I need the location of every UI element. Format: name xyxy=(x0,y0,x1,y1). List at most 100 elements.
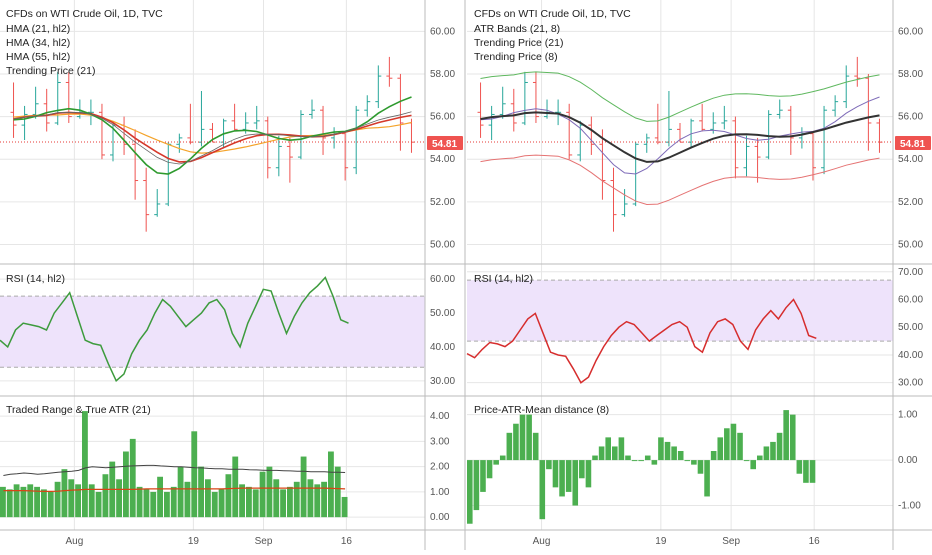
left-sub-tick: 3.00 xyxy=(430,436,450,447)
distance-bar xyxy=(796,460,803,474)
traded-range-bar xyxy=(321,481,327,518)
distance-bar xyxy=(513,423,519,461)
traded-range-bar xyxy=(0,486,6,518)
distance-bar xyxy=(493,460,499,465)
left-rsi-band xyxy=(0,296,425,368)
right-rsi-tick: 60.00 xyxy=(898,295,923,306)
distance-bar xyxy=(737,432,743,461)
right-legend-1: Trending Price (21) xyxy=(474,37,563,49)
distance-bar xyxy=(658,437,664,461)
distance-bar xyxy=(677,451,684,461)
traded-range-bar xyxy=(116,479,122,518)
right-sub-tick: 1.00 xyxy=(898,410,918,421)
right-rsi-line xyxy=(466,298,817,384)
left-x-tick: 19 xyxy=(188,536,200,547)
left-x-tick: Aug xyxy=(65,536,83,547)
left-rsi-tick: 30.00 xyxy=(430,376,455,387)
traded-range-bar xyxy=(102,474,109,518)
distance-bar xyxy=(691,460,697,465)
traded-range-bar xyxy=(41,489,47,518)
left-sub-tick: 0.00 xyxy=(430,512,450,523)
right-rsi-tick: 70.00 xyxy=(898,267,923,278)
right-rsi-tick: 50.00 xyxy=(898,322,923,333)
left-price-tick: 52.00 xyxy=(430,197,455,208)
left-sub-label: Traded Range & True ATR (21) xyxy=(6,404,151,416)
distance-bar xyxy=(710,451,717,461)
distance-bar xyxy=(684,460,691,462)
right-sub-tick: -1.00 xyxy=(898,501,921,512)
right-sub-label: Price-ATR-Mean distance (8) xyxy=(474,404,609,416)
right-price-tick: 58.00 xyxy=(898,69,923,80)
atr-band-lower-line xyxy=(480,154,880,206)
distance-bar xyxy=(605,437,612,461)
left-legend-1: HMA (34, hl2) xyxy=(6,37,70,49)
traded-range-bar xyxy=(177,466,184,518)
distance-bar xyxy=(519,414,526,461)
distance-bar xyxy=(651,460,658,465)
traded-range-bar xyxy=(129,438,136,518)
left-x-tick: Sep xyxy=(255,536,273,547)
distance-bar xyxy=(592,455,598,461)
left-rsi-tick: 50.00 xyxy=(430,308,455,319)
left-price-tick: 60.00 xyxy=(430,26,455,37)
right-x-tick: Aug xyxy=(533,536,551,547)
left-rsi-label: RSI (14, hl2) xyxy=(6,273,65,285)
distance-bar xyxy=(783,410,789,461)
traded-range-bar xyxy=(266,466,273,518)
distance-bar xyxy=(770,441,776,461)
distance-bar xyxy=(467,460,473,524)
right-x-tick: Sep xyxy=(722,536,740,547)
distance-bar xyxy=(671,446,677,461)
distance-bar xyxy=(499,455,506,461)
distance-bar xyxy=(552,460,559,488)
distance-bar xyxy=(638,460,644,462)
distance-bar xyxy=(565,460,572,492)
left-sub-tick: 4.00 xyxy=(430,411,450,422)
distance-bar xyxy=(664,441,671,461)
left-price-tick: 56.00 xyxy=(430,112,455,123)
left-price-tick: 50.00 xyxy=(430,239,455,250)
traded-range-bar xyxy=(252,489,259,518)
traded-range-bar xyxy=(95,491,102,518)
distance-bar xyxy=(776,432,783,461)
traded-range-bar xyxy=(198,466,204,518)
distance-bar xyxy=(559,460,565,497)
true-atr-line xyxy=(3,464,346,476)
traded-range-bar xyxy=(211,491,218,518)
left-legend-2: HMA (55, hl2) xyxy=(6,51,70,63)
distance-bar xyxy=(618,437,625,461)
distance-bar xyxy=(506,432,513,461)
traded-range-bar xyxy=(232,456,239,518)
left-rsi-line xyxy=(0,276,349,383)
distance-bar xyxy=(763,446,770,461)
traded-range-bar xyxy=(205,479,211,518)
traded-range-bar xyxy=(157,476,163,518)
true-atr-average-line xyxy=(3,487,346,492)
left-price-label-bg xyxy=(427,136,463,150)
distance-bar xyxy=(546,460,552,470)
traded-range-bar xyxy=(184,481,191,518)
distance-bar xyxy=(598,446,605,461)
traded-range-bar xyxy=(307,479,314,518)
left-sub-tick: 1.00 xyxy=(430,487,450,498)
left-rsi-tick: 60.00 xyxy=(430,274,455,285)
traded-range-bar xyxy=(259,471,266,518)
traded-range-bar xyxy=(143,489,150,518)
distance-bar xyxy=(631,460,638,462)
traded-range-bar xyxy=(123,451,129,518)
traded-range-bar xyxy=(246,486,252,518)
distance-bar xyxy=(644,455,651,461)
traded-range-bar xyxy=(61,469,68,518)
traded-range-bar xyxy=(6,489,13,518)
traded-range-bar xyxy=(239,484,245,518)
distance-bar xyxy=(480,460,486,492)
right-price-tick: 50.00 xyxy=(898,239,923,250)
traded-range-bar xyxy=(150,491,157,518)
right-legend-0: ATR Bands (21, 8) xyxy=(474,23,560,35)
traded-range-bar xyxy=(334,466,341,518)
left-price-label: 54.81 xyxy=(432,139,457,150)
distance-bar xyxy=(473,460,480,511)
distance-bar xyxy=(579,460,585,479)
